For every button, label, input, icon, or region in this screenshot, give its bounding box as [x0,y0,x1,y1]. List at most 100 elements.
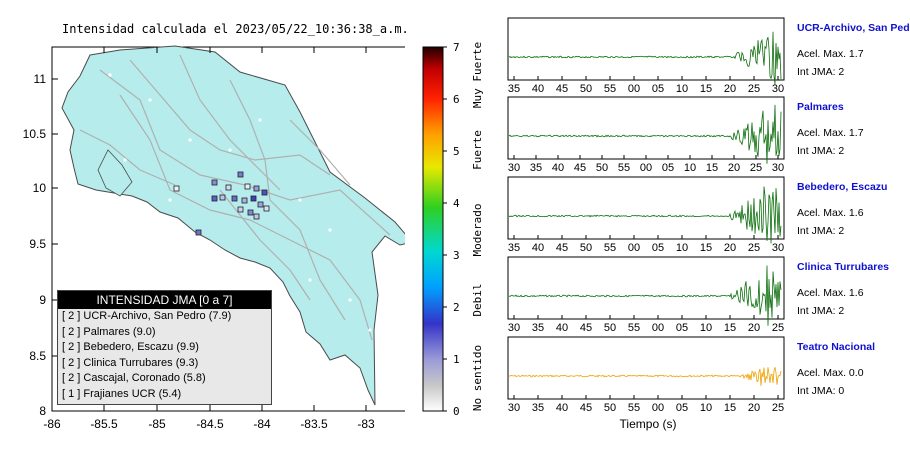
time-tick-label: 45 [556,83,568,95]
time-tick-label: 05 [676,402,688,414]
station-max-accel: Acel. Max. 1.7 [797,127,864,139]
time-tick-label: 30 [508,402,520,414]
seismogram-panel: 35 40 45 50 55 00 05 10 15 20 25 30 [507,176,785,254]
lat-tick-label: 10.5 [23,127,47,141]
legend-rows: [ 2 ] UCR-Archivo, San Pedro (7.9) [ 2 ] … [58,309,271,402]
time-tick-label: 15 [724,322,736,334]
seismogram-panel: 30 35 40 45 50 55 00 05 10 15 20 25 [507,336,785,414]
lat-tick-label: 8 [39,404,46,418]
station-jma-intensity: Int JMA: 2 [797,305,845,317]
time-tick-label: 15 [724,402,736,414]
time-tick-label: 20 [748,322,760,334]
time-tick-label: 30 [508,322,520,334]
time-tick-label: 50 [604,402,616,414]
latitude-axis: 11 10.5 10 9.5 9 8.5 8 [23,72,58,418]
time-tick-label: 45 [574,162,586,174]
roads [79,54,391,341]
time-tick-label: 15 [700,242,712,254]
time-tick-label: 10 [700,402,712,414]
colorbar-labels: Muy Fuerte Fuerte Moderado Debil No sentido [471,42,484,411]
station-name: Clinica Turrubares [797,261,889,273]
lon-tick-label: -83.5 [300,417,328,431]
colorbar-level-label: No sentido [471,345,484,411]
time-tick-label: 25 [748,83,760,95]
station-max-accel: Acel. Max. 1.6 [797,207,864,219]
time-tick-label: 00 [628,242,640,254]
colorbar-level-label: Fuerte [471,130,484,170]
time-tick-label: 55 [604,242,616,254]
time-tick-label: 50 [604,322,616,334]
station-max-accel: Acel. Max. 0.0 [797,367,864,379]
time-tick-label: 45 [580,322,592,334]
colorbar-ticks: 7 6 5 4 3 2 1 0 [443,41,460,418]
time-tick-label: 00 [652,322,664,334]
colorbar-tick-label: 5 [453,145,460,158]
colorbar-tick-label: 7 [453,41,460,54]
station-jma-intensity: Int JMA: 0 [797,385,845,397]
lat-tick-label: 9 [39,293,46,307]
lat-tick-label: 10 [33,181,47,195]
station-jma-intensity: Int JMA: 2 [797,145,845,157]
colorbar-scale [422,46,444,412]
time-tick-label: 40 [532,242,544,254]
time-tick-label: 00 [628,83,640,95]
lon-tick-label: -84 [253,417,271,431]
lon-tick-label: -83 [357,417,375,431]
waveform [508,367,782,386]
station-name: UCR-Archivo, San Pedro [797,22,910,34]
time-tick-label: 00 [640,162,652,174]
time-tick-label: 20 [748,402,760,414]
time-tick-label: 30 [772,83,784,95]
time-tick-label: 10 [676,242,688,254]
colorbar-level-label: Debil [471,283,484,316]
station-jma-intensity: Int JMA: 2 [797,66,845,78]
station-name: Bebedero, Escazu [797,181,888,193]
time-tick-label: 05 [662,162,674,174]
time-tick-label: 10 [700,322,712,334]
station-max-accel: Acel. Max. 1.7 [797,48,864,60]
time-tick-label: 30 [772,162,784,174]
lon-tick-label: -85.5 [90,417,118,431]
legend-title: INTENSIDAD JMA [0 a 7] [58,291,271,309]
time-tick-label: 35 [532,322,544,334]
time-tick-label: 15 [700,83,712,95]
time-tick-label: 35 [530,162,542,174]
colorbar-tick-label: 3 [453,249,460,262]
time-tick-label: 25 [772,402,784,414]
intensity-colorbar: 7 6 5 4 3 2 1 0 Muy Fuerte Fuerte Moderado Debil No… [422,41,484,418]
time-tick-label: 55 [628,322,640,334]
time-tick-label: 55 [628,402,640,414]
seismograms: 35 40 45 50 55 00 05 10 15 20 25 30 30 35 40 45 50 55 00 05… [507,17,785,431]
time-tick-label: 35 [508,242,520,254]
station-jma-intensity: Int JMA: 2 [797,225,845,237]
seismogram-panel: 35 40 45 50 55 00 05 10 15 20 25 30 [507,17,785,95]
colorbar-tick-label: 1 [453,353,460,366]
time-tick-label: 40 [556,402,568,414]
time-tick-label: 55 [618,162,630,174]
intensity-legend: INTENSIDAD JMA [0 a 7] [ 2 ] UCR-Archivo… [57,290,272,405]
legend-row: [ 1 ] Frajianes UCR (5.4) [62,387,182,400]
lat-tick-label: 9.5 [29,237,46,251]
time-tick-label: 10 [684,162,696,174]
station-max-accel: Acel. Max. 1.6 [797,287,864,299]
colorbar-level-label: Muy Fuerte [471,42,484,108]
time-tick-label: 45 [580,402,592,414]
time-tick-label: 05 [652,242,664,254]
time-tick-label: 25 [748,242,760,254]
time-tick-label: 35 [508,83,520,95]
time-tick-label: 40 [552,162,564,174]
time-tick-label: 40 [532,83,544,95]
time-tick-label: 20 [724,83,736,95]
time-tick-label: 35 [532,402,544,414]
legend-row: [ 2 ] Cascajal, Coronado (5.8) [62,372,206,384]
time-tick-label: 00 [652,402,664,414]
legend-row: [ 2 ] Bebedero, Escazu (9.9) [62,341,199,353]
lat-tick-label: 11 [34,72,47,86]
seismogram-panel: 30 35 40 45 50 55 00 05 10 15 20 25 [507,256,785,334]
colorbar-tick-label: 6 [453,93,460,106]
time-tick-label: 25 [750,162,762,174]
time-tick-label: 05 [676,322,688,334]
time-tick-label: 20 [728,162,740,174]
waveform [508,31,782,85]
lat-tick-label: 8.5 [29,349,46,363]
